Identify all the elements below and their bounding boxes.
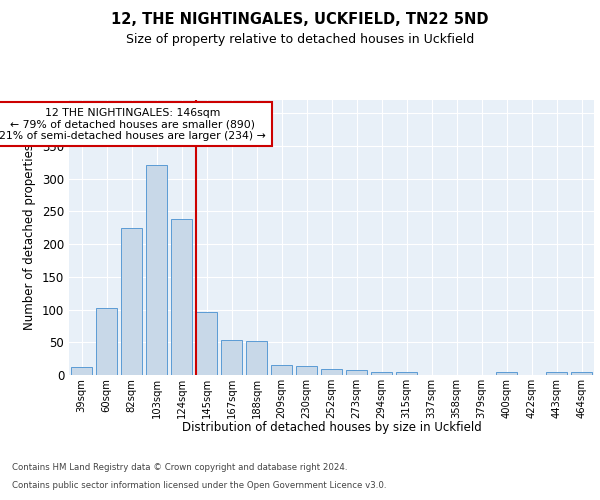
Text: Contains HM Land Registry data © Crown copyright and database right 2024.: Contains HM Land Registry data © Crown c… — [12, 464, 347, 472]
Bar — [121, 228, 142, 375]
Bar — [371, 372, 392, 375]
Bar — [321, 369, 342, 375]
Bar — [196, 312, 217, 375]
Bar — [96, 308, 117, 375]
Bar — [296, 366, 317, 375]
Bar — [396, 372, 417, 375]
Bar — [571, 372, 592, 375]
Text: Size of property relative to detached houses in Uckfield: Size of property relative to detached ho… — [126, 32, 474, 46]
Bar — [271, 365, 292, 375]
Text: 12 THE NIGHTINGALES: 146sqm
← 79% of detached houses are smaller (890)
21% of se: 12 THE NIGHTINGALES: 146sqm ← 79% of det… — [0, 108, 266, 141]
Bar — [546, 372, 567, 375]
Y-axis label: Number of detached properties: Number of detached properties — [23, 144, 37, 330]
Bar — [171, 219, 192, 375]
Bar — [221, 340, 242, 375]
X-axis label: Distribution of detached houses by size in Uckfield: Distribution of detached houses by size … — [182, 421, 481, 434]
Bar — [146, 166, 167, 375]
Text: 12, THE NIGHTINGALES, UCKFIELD, TN22 5ND: 12, THE NIGHTINGALES, UCKFIELD, TN22 5ND — [111, 12, 489, 28]
Bar — [496, 372, 517, 375]
Bar — [246, 341, 267, 375]
Bar — [346, 370, 367, 375]
Bar — [71, 367, 92, 375]
Text: Contains public sector information licensed under the Open Government Licence v3: Contains public sector information licen… — [12, 481, 386, 490]
